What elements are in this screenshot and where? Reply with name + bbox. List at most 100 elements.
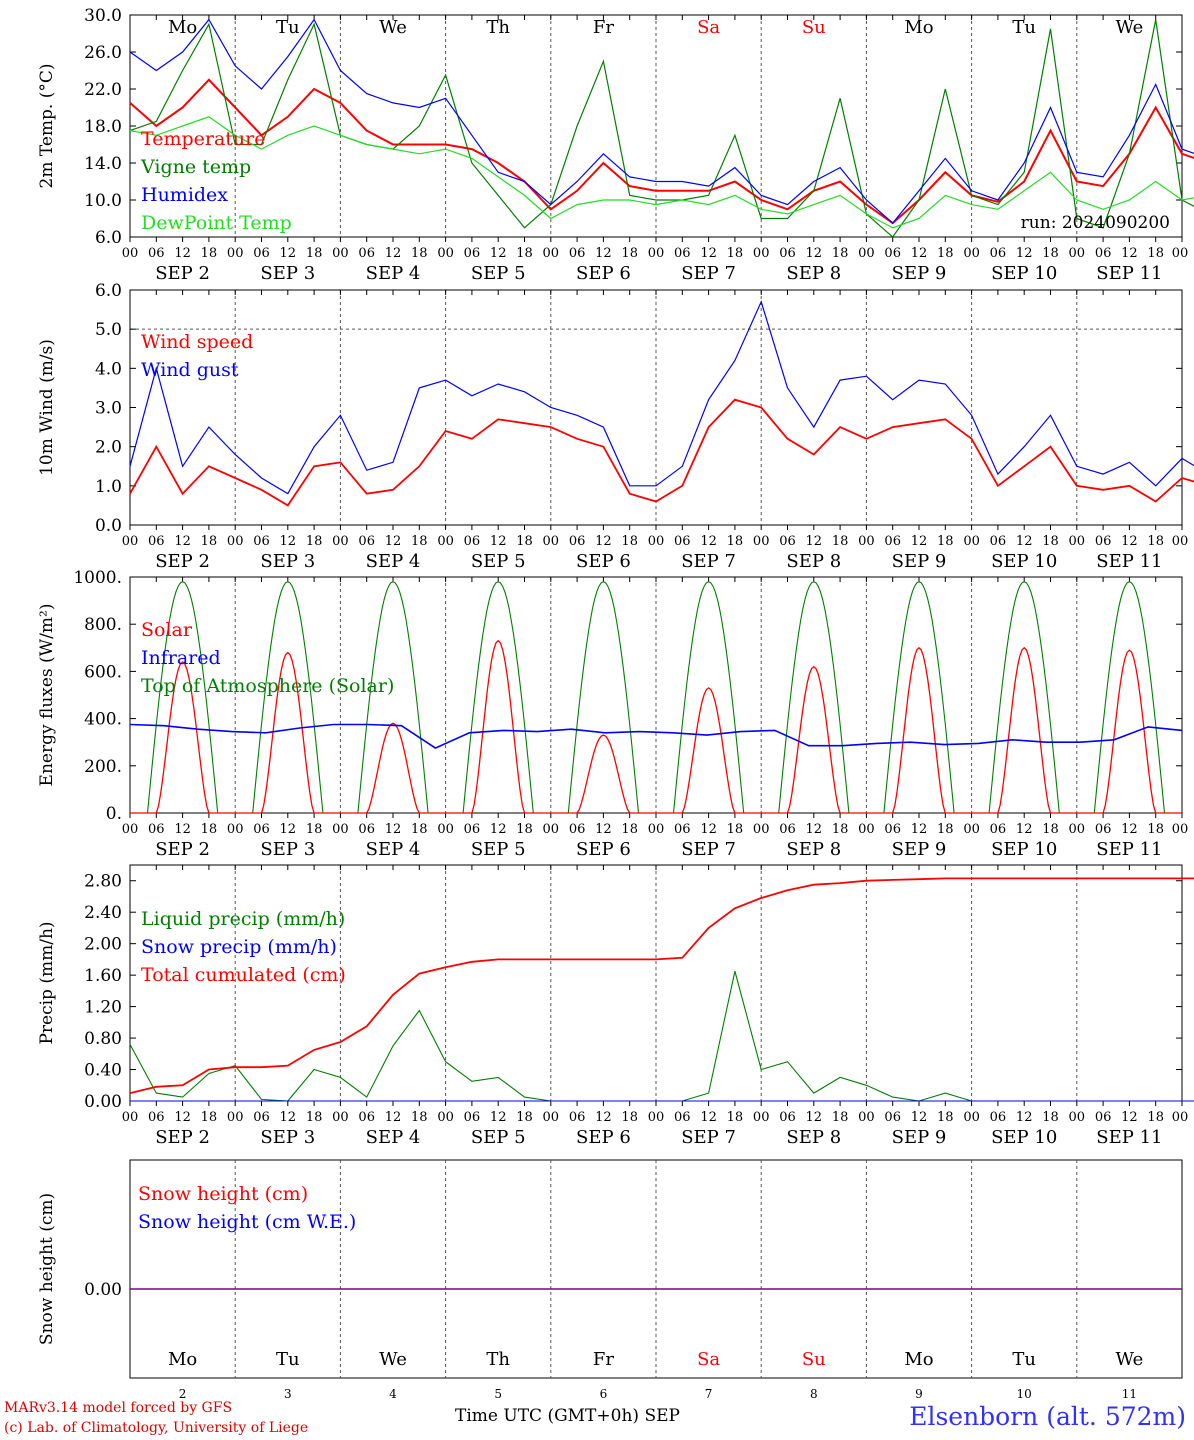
y-tick-label: 0. bbox=[106, 804, 122, 824]
hour-label: 06 bbox=[464, 246, 481, 261]
date-label: SEP 4 bbox=[366, 263, 421, 284]
toa-solar-line bbox=[1076, 581, 1182, 814]
hour-label: 06 bbox=[779, 246, 796, 261]
weekday-label: Th bbox=[486, 1349, 510, 1370]
legend-entry: Vigne temp bbox=[140, 156, 251, 178]
hour-label: 00 bbox=[543, 246, 560, 261]
hour-label: 00 bbox=[648, 822, 665, 837]
date-label: SEP 10 bbox=[991, 839, 1057, 860]
solar-line bbox=[1076, 649, 1182, 814]
date-label: SEP 8 bbox=[786, 551, 841, 572]
hour-label: 00 bbox=[543, 1110, 560, 1125]
solar-line bbox=[130, 661, 236, 814]
date-label: SEP 3 bbox=[260, 263, 315, 284]
hour-label: 06 bbox=[884, 1110, 901, 1125]
series-line bbox=[129, 398, 1194, 507]
solar-line bbox=[971, 646, 1077, 814]
series-line bbox=[129, 300, 1194, 495]
hour-label: 12 bbox=[385, 1110, 402, 1125]
hour-label: 00 bbox=[227, 1110, 244, 1125]
date-label: SEP 5 bbox=[471, 263, 526, 284]
weekday-label: Sa bbox=[697, 1349, 720, 1370]
hour-label: 12 bbox=[911, 822, 928, 837]
hour-label: 06 bbox=[1095, 246, 1112, 261]
hour-label: 12 bbox=[174, 822, 191, 837]
hour-label: 18 bbox=[832, 534, 849, 549]
hour-label: 00 bbox=[858, 246, 875, 261]
hour-label: 00 bbox=[1172, 822, 1189, 837]
y-axis-label: 10m Wind (m/s) bbox=[37, 339, 57, 476]
legend-entry: Liquid precip (mm/h) bbox=[141, 908, 345, 930]
hour-label: 18 bbox=[1042, 534, 1059, 549]
weekday-label: Tu bbox=[1012, 17, 1036, 38]
date-label: SEP 7 bbox=[681, 551, 736, 572]
legend-entry: Infrared bbox=[141, 647, 221, 669]
hour-label: 18 bbox=[937, 246, 954, 261]
hour-label: 18 bbox=[1147, 534, 1164, 549]
hour-label: 00 bbox=[858, 1110, 875, 1125]
hour-label: 00 bbox=[122, 822, 139, 837]
day-number-label: 7 bbox=[705, 1387, 713, 1401]
hour-label: 12 bbox=[595, 534, 612, 549]
toa-solar-line bbox=[971, 581, 1077, 814]
y-tick-label: 26.0 bbox=[84, 43, 122, 63]
hour-label: 18 bbox=[411, 246, 428, 261]
hour-label: 12 bbox=[595, 822, 612, 837]
date-label: SEP 11 bbox=[1096, 1127, 1162, 1148]
series-line bbox=[129, 18, 1194, 224]
hour-label: 00 bbox=[437, 1110, 454, 1125]
legend-entry: DewPoint Temp bbox=[141, 212, 292, 234]
hour-label: 18 bbox=[1147, 822, 1164, 837]
solar-line bbox=[761, 665, 867, 814]
hour-label: 00 bbox=[332, 822, 349, 837]
date-label: SEP 2 bbox=[155, 551, 210, 572]
date-label: SEP 10 bbox=[991, 551, 1057, 572]
hour-label: 18 bbox=[306, 534, 323, 549]
station-name: Elsenborn (alt. 572m) bbox=[909, 1402, 1186, 1431]
hour-label: 18 bbox=[1042, 246, 1059, 261]
hour-label: 12 bbox=[1016, 822, 1033, 837]
day-number-label: 8 bbox=[810, 1387, 818, 1401]
y-tick-label: 800. bbox=[84, 615, 122, 635]
y-tick-label: 400. bbox=[84, 710, 122, 730]
hour-label: 18 bbox=[937, 1110, 954, 1125]
weekday-label: Tu bbox=[1012, 1349, 1036, 1370]
hour-label: 18 bbox=[727, 246, 744, 261]
date-label: SEP 9 bbox=[892, 839, 947, 860]
legend-entry: Snow height (cm) bbox=[138, 1183, 308, 1205]
hour-label: 12 bbox=[385, 534, 402, 549]
hour-label: 06 bbox=[674, 534, 691, 549]
toa-solar-line bbox=[656, 581, 762, 814]
date-label: SEP 11 bbox=[1096, 839, 1162, 860]
hour-label: 00 bbox=[963, 246, 980, 261]
hour-label: 00 bbox=[858, 534, 875, 549]
hour-label: 18 bbox=[411, 1110, 428, 1125]
hour-label: 18 bbox=[727, 534, 744, 549]
hour-label: 06 bbox=[990, 534, 1007, 549]
weekday-label: Tu bbox=[276, 1349, 300, 1370]
date-label: SEP 9 bbox=[892, 263, 947, 284]
hour-label: 12 bbox=[490, 246, 507, 261]
hour-label: 12 bbox=[911, 1110, 928, 1125]
y-tick-label: 0.80 bbox=[84, 1029, 122, 1049]
hour-label: 06 bbox=[990, 822, 1007, 837]
weekday-label: Fr bbox=[593, 1349, 614, 1370]
hour-label: 12 bbox=[174, 534, 191, 549]
hour-label: 12 bbox=[490, 822, 507, 837]
hour-label: 18 bbox=[937, 822, 954, 837]
date-label: SEP 2 bbox=[155, 839, 210, 860]
hour-label: 12 bbox=[1016, 534, 1033, 549]
hour-label: 06 bbox=[779, 534, 796, 549]
date-label: SEP 11 bbox=[1096, 551, 1162, 572]
hour-label: 00 bbox=[963, 534, 980, 549]
date-label: SEP 8 bbox=[786, 839, 841, 860]
hour-label: 06 bbox=[253, 534, 270, 549]
date-label: SEP 5 bbox=[471, 839, 526, 860]
hour-label: 00 bbox=[753, 246, 770, 261]
weekday-label: Su bbox=[802, 17, 826, 38]
hour-label: 12 bbox=[595, 1110, 612, 1125]
hour-label: 06 bbox=[884, 534, 901, 549]
weekday-label: Su bbox=[802, 1349, 826, 1370]
y-tick-label: 600. bbox=[84, 662, 122, 682]
legend-entry: Humidex bbox=[141, 184, 228, 206]
